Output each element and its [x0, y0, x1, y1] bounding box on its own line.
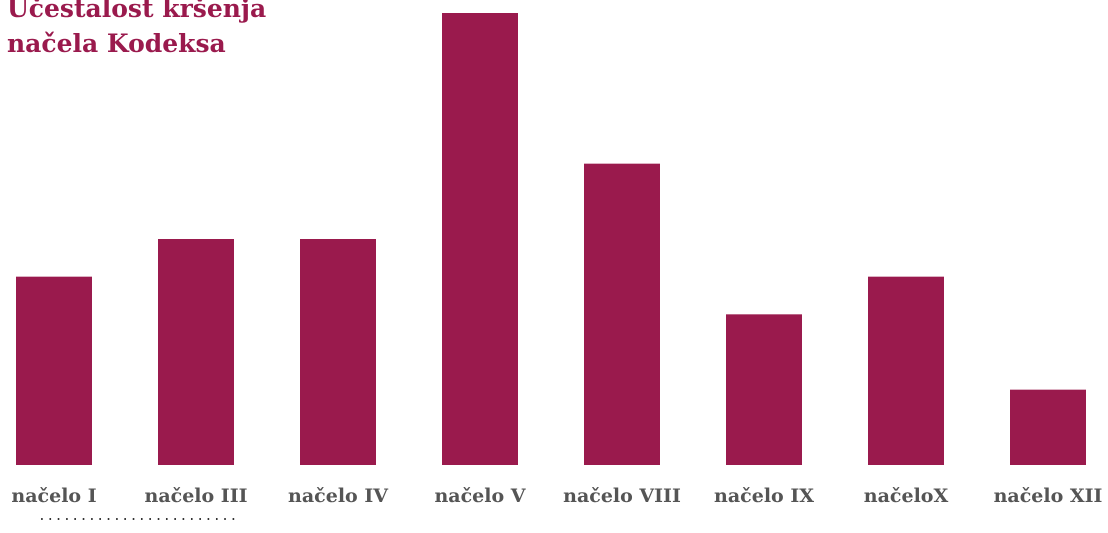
x-tick-label: načelo V: [434, 485, 526, 507]
x-tick-label: načeloX: [864, 485, 949, 507]
x-tick-label: načelo I: [11, 485, 96, 507]
bar-8: [1010, 389, 1086, 465]
x-tick-label: načelo IV: [288, 485, 389, 507]
bar-4: [442, 13, 518, 465]
x-tick-label: načelo IX: [714, 485, 814, 507]
bar-5: [584, 163, 660, 465]
x-tick-label: načelo XII: [994, 485, 1103, 507]
x-tick-label: načelo III: [145, 485, 248, 507]
chart-title-line-2: načela Kodeksa: [7, 29, 226, 58]
bar-2: [158, 239, 234, 465]
chart-title-line-1: Učestalost kršenja: [7, 0, 267, 23]
bar-6: [726, 314, 802, 465]
x-tick-label: načelo VIII: [563, 485, 681, 507]
bar-1: [16, 276, 92, 465]
bar-3: [300, 239, 376, 465]
bar-7: [868, 276, 944, 465]
dotted-leader: ........................: [38, 509, 238, 524]
chart-title: Učestalost kršenja načela Kodeksa: [7, 0, 266, 61]
bar-group: [16, 13, 1086, 465]
x-axis-labels: načelo I načelo III načelo IV načelo V načel…: [11, 485, 1102, 507]
